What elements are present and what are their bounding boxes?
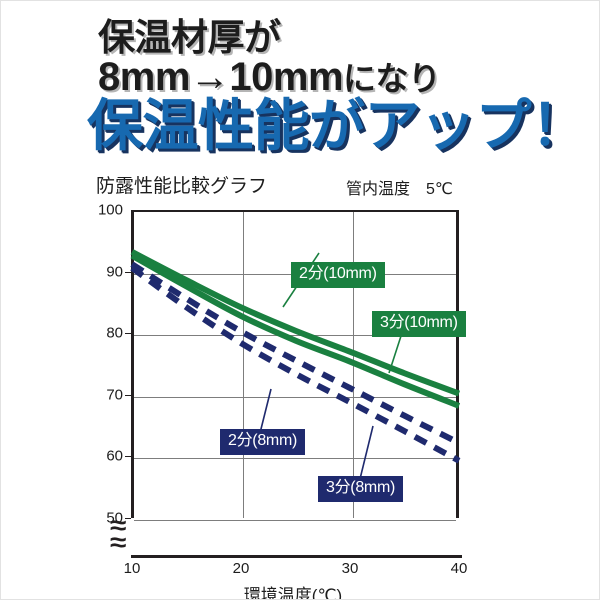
callout-3bu-10mm[interactable]: 3分(10mm) xyxy=(372,311,466,337)
headline-block: 保温材厚が 8mm→10mmになり 保温性能がアップ！ xyxy=(1,1,599,166)
y-tick-60: 60 xyxy=(106,447,123,465)
x-axis-line xyxy=(131,555,462,558)
x-tick-30: 30 xyxy=(341,560,359,577)
callout-3bu-8mm[interactable]: 3分(8mm) xyxy=(318,476,404,502)
axis-break-symbol: ≈ ≈ xyxy=(110,510,153,557)
callout-2bu-10mm[interactable]: 2分(10mm) xyxy=(291,262,385,288)
leader-line-3bu-10mm xyxy=(388,335,402,374)
gridline-x-20 xyxy=(243,212,245,518)
y-tickmark-50 xyxy=(125,518,131,519)
series-line-2 xyxy=(130,261,461,446)
headline-line-2: 8mm→10mmになり xyxy=(95,55,444,100)
x-axis-labels: 10 20 30 40 xyxy=(1,560,599,584)
y-tick-70: 70 xyxy=(106,386,123,404)
leader-line-3bu-8mm xyxy=(358,425,374,484)
y-tickmark-60 xyxy=(125,456,131,458)
gridline-y-50 xyxy=(134,520,456,521)
x-axis-title-text: 環境温度(℃) xyxy=(243,586,343,600)
headline-line-2-suffix: になり xyxy=(341,60,444,98)
callout-2bu-8mm[interactable]: 2分(8mm) xyxy=(220,429,306,455)
chart-title: 防露性能比較グラフ xyxy=(96,176,268,197)
chart-container: 防露性能比較グラフ 管内温度 5℃ 100 90 80 70 60 50 xyxy=(1,161,599,600)
x-tick-40: 40 xyxy=(450,560,468,577)
series-line-1 xyxy=(130,252,461,409)
y-tickmark-70 xyxy=(125,394,131,396)
series-line-0 xyxy=(130,249,461,397)
y-tick-80: 80 xyxy=(106,324,123,342)
gridline-y-80 xyxy=(134,335,456,337)
axis-break-glyph-top: ≈ xyxy=(110,510,127,540)
chart-subtitle-pipe-temp: 管内温度 5℃ xyxy=(346,181,453,198)
y-axis-labels: 100 90 80 70 60 50 xyxy=(1,202,131,527)
gridline-y-70 xyxy=(134,396,456,398)
headline-line-1: 保温材厚が xyxy=(96,17,284,59)
y-tick-100: 100 xyxy=(97,201,123,219)
x-axis-title: 環境温度(℃) xyxy=(1,581,599,600)
x-tick-20: 20 xyxy=(232,560,250,577)
gridline-y-60 xyxy=(134,458,456,460)
headline-line-3: 保温性能がアップ！ xyxy=(84,94,591,157)
y-tickmark-80 xyxy=(125,333,131,335)
series-curves xyxy=(130,249,461,484)
headline-thickness-change: 8mm→10mm xyxy=(95,55,346,100)
y-tickmark-90 xyxy=(125,271,131,273)
x-tick-10: 10 xyxy=(123,560,141,577)
y-tick-90: 90 xyxy=(106,263,123,281)
series-line-3 xyxy=(130,265,461,464)
y-tick-50: 50 xyxy=(106,509,123,527)
axis-break-glyph-bottom: ≈ xyxy=(110,527,127,557)
